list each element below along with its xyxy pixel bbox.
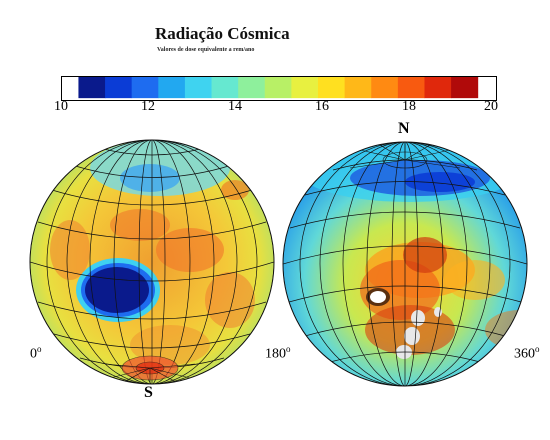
south-label: S: [144, 384, 153, 401]
map-title: Radiação Cósmica: [155, 24, 290, 43]
colorbar-swatch: [78, 77, 106, 99]
colorbar-swatch: [344, 77, 372, 99]
olympus-mons: [366, 288, 390, 306]
longitude-label-360: 360o: [514, 344, 540, 362]
colorbar-swatch: [238, 77, 266, 99]
colorbar-tick-12: 12: [141, 99, 155, 114]
colorbar-swatch: [264, 77, 292, 99]
colorbar-swatch: [105, 77, 133, 99]
colorbar-swatch: [291, 77, 319, 99]
colorbar-swatch: [451, 77, 479, 99]
north-label: N: [398, 120, 410, 137]
globe-north-view: [282, 141, 528, 387]
colorbar-tick-16: 16: [315, 99, 329, 114]
colorbar-swatch: [211, 77, 239, 99]
colorbar-swatch: [184, 77, 212, 99]
colorbar-swatch: [318, 77, 346, 99]
graticule: [30, 140, 274, 384]
globe-south-view: [29, 139, 275, 385]
map-subtitle: Valores de dose equivalente a rem/ano: [157, 47, 255, 53]
south-pole-hub: [104, 355, 196, 384]
longitude-label-180: 180o: [265, 344, 291, 362]
colorbar-tick-20: 20: [484, 99, 498, 114]
colorbar-swatch: [397, 77, 425, 99]
colorbar: [61, 76, 497, 101]
colorbar-swatch: [371, 77, 399, 99]
colorbar-tick-14: 14: [228, 99, 242, 114]
colorbar-swatch: [131, 77, 159, 99]
north-pole-hub: [349, 142, 461, 169]
colorbar-tick-18: 18: [402, 99, 416, 114]
hellas-basin: [76, 258, 160, 322]
colorbar-tick-10: 10: [54, 99, 68, 114]
graticule-north: [283, 142, 527, 386]
colorbar-swatch: [158, 77, 186, 99]
longitude-label-0: 0o: [30, 344, 42, 362]
colorbar-swatch: [424, 77, 452, 99]
